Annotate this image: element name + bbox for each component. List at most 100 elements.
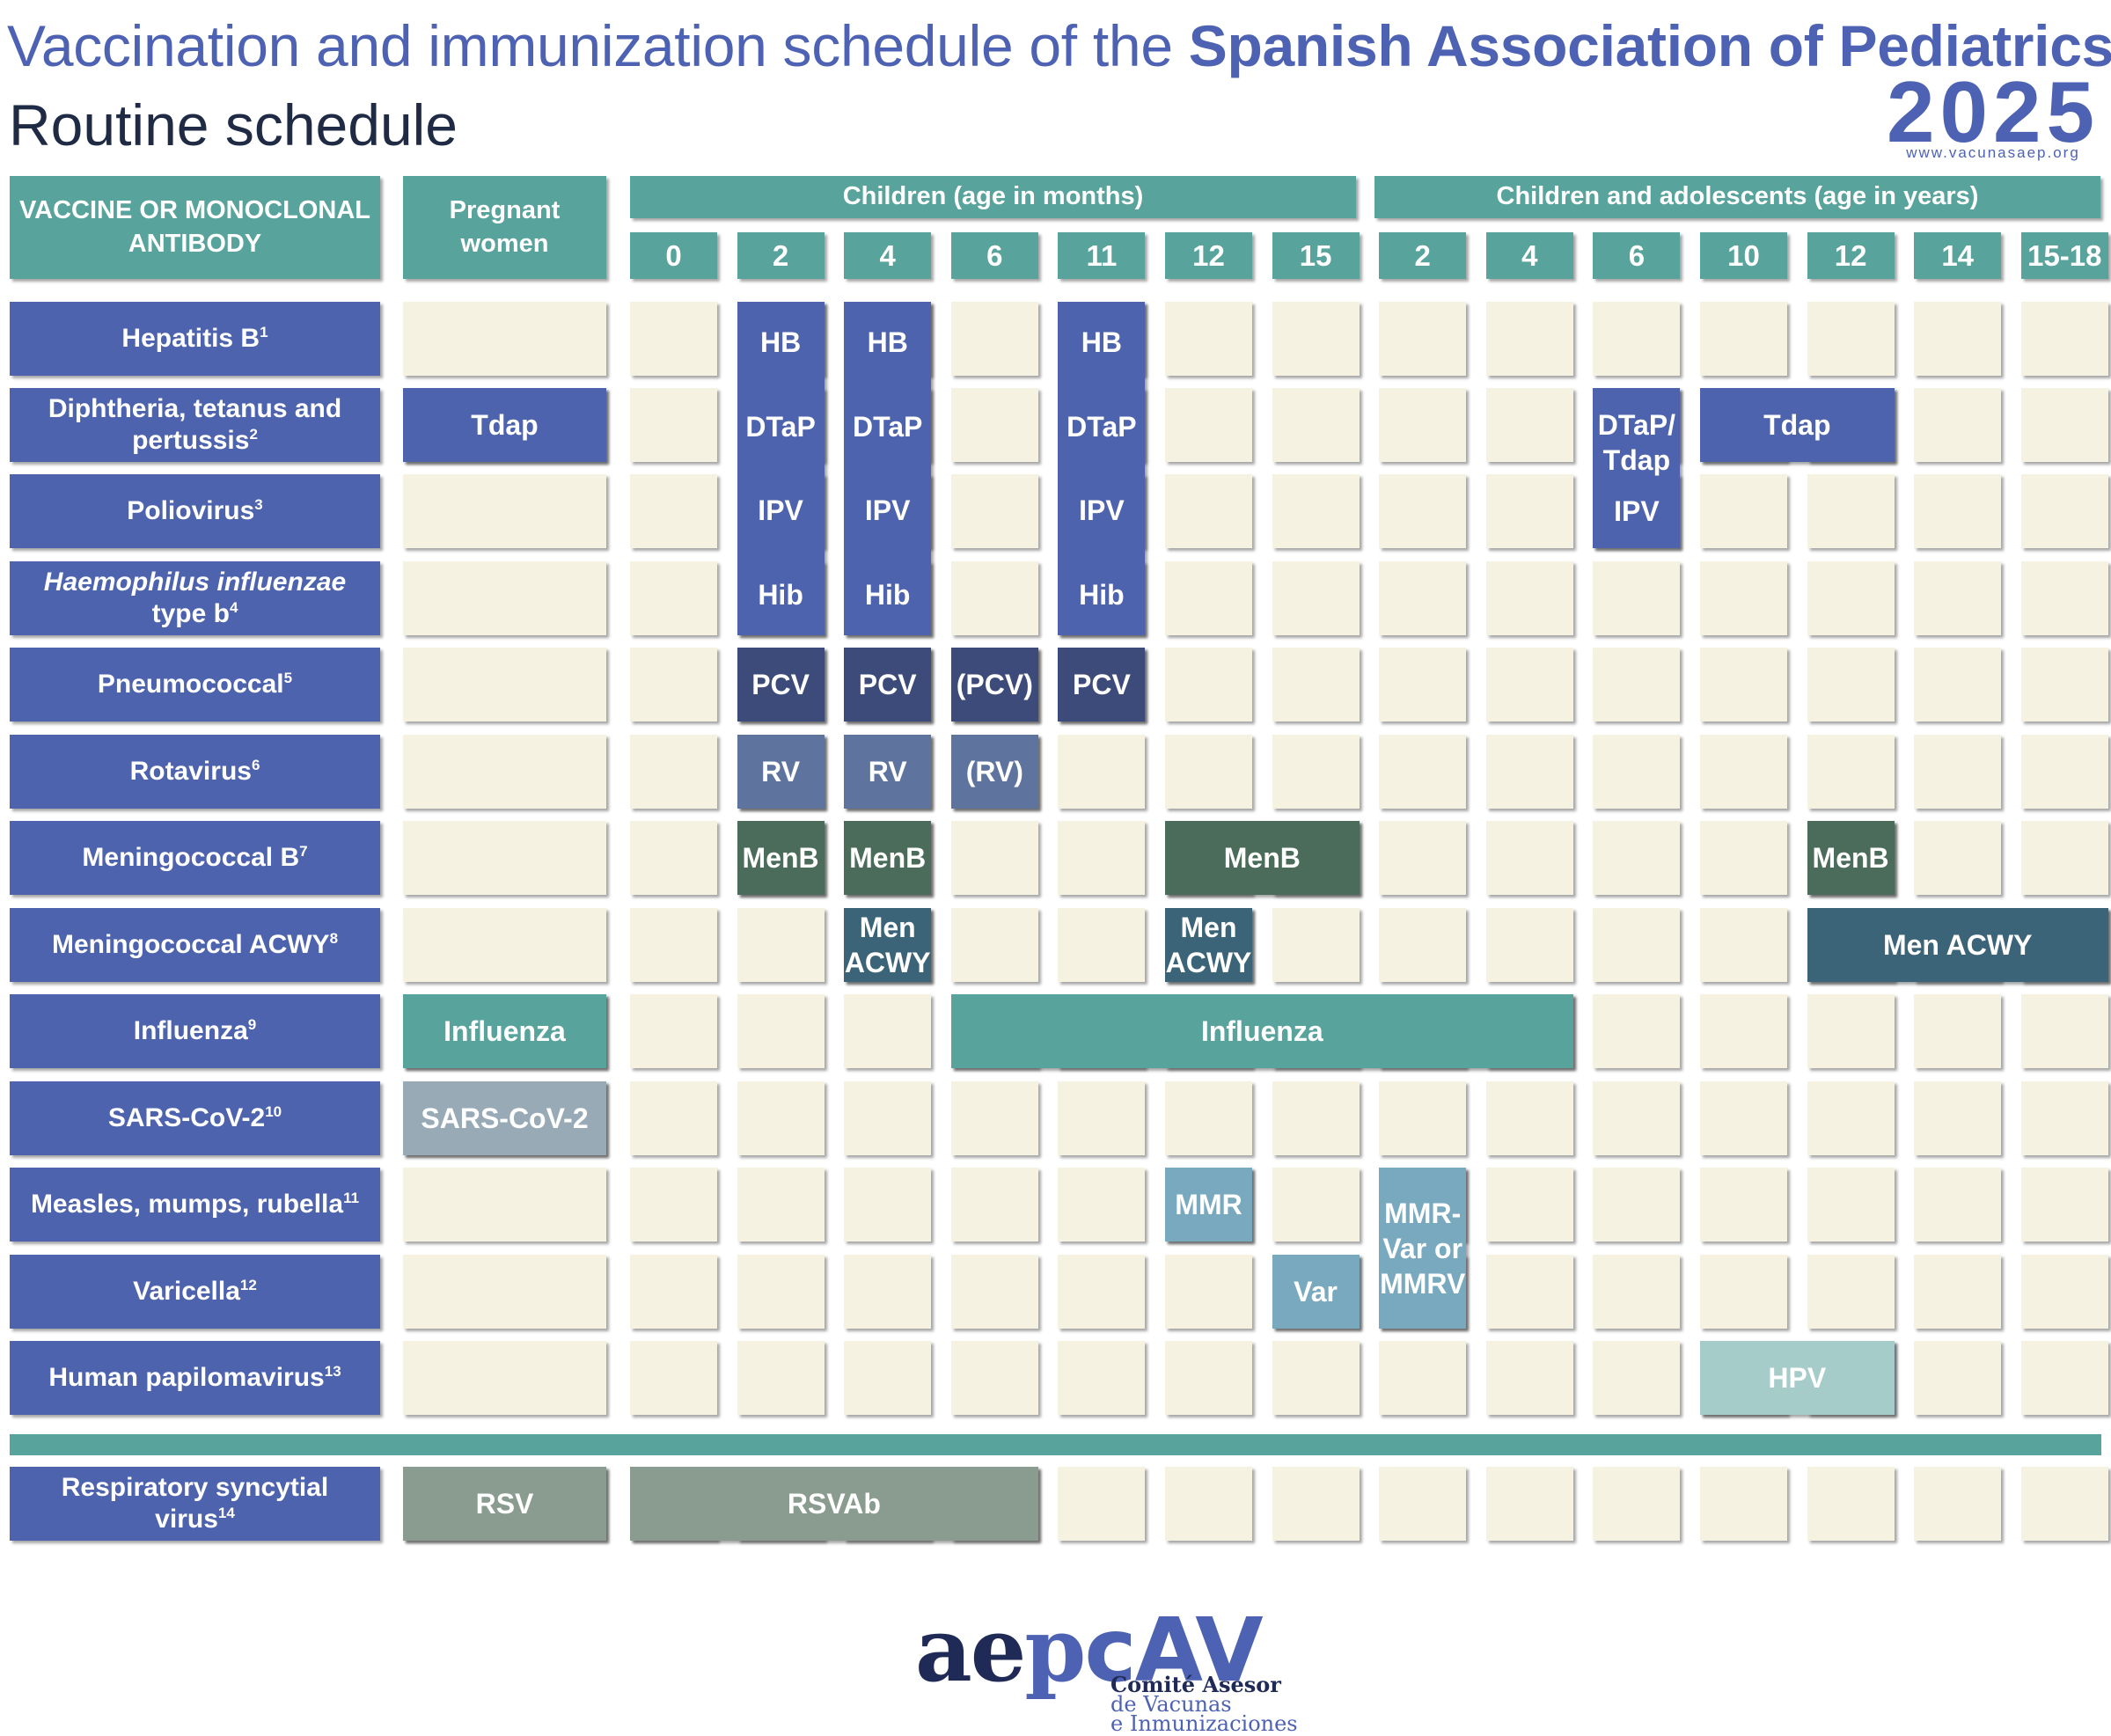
grid-cell-2-5 [1165, 474, 1252, 548]
logo-line3: e Inmunizaciones [1110, 1711, 1298, 1736]
pcv-4m: PCV [844, 648, 932, 722]
grid-cell-7-4 [1058, 908, 1146, 982]
grid-cell-10-2 [844, 1168, 932, 1242]
hexavalent-11m: HB DTaP IPV Hib [1058, 302, 1146, 635]
grid-cell-0-9 [1593, 302, 1681, 376]
pcv-2m: PCV [737, 648, 825, 722]
age-header-4: 11 [1058, 232, 1146, 279]
rv-2m: RV [737, 735, 825, 809]
grid-cell-0-6 [1272, 302, 1360, 376]
grid-cell-0-12 [1914, 302, 2002, 376]
age-header-8: 4 [1485, 232, 1573, 279]
grid-cell-3-12 [1914, 561, 2002, 635]
row-label-6: Meningococcal B7 [10, 821, 380, 895]
grid-cell-6-13 [2020, 821, 2108, 895]
grid-cell-10-11 [1807, 1168, 1895, 1242]
grid-cell-1-13 [2020, 388, 2108, 462]
grid-cell-11-4 [1058, 1255, 1146, 1329]
grid-cell-2-3 [950, 474, 1038, 548]
grid-cell-10-6 [1272, 1168, 1360, 1242]
grid-cell-3-7 [1379, 561, 1467, 635]
age-header-7: 2 [1379, 232, 1467, 279]
grid-cell-6-9 [1593, 821, 1681, 895]
age-header-2: 4 [844, 232, 932, 279]
grid-cell-8-13 [2020, 994, 2108, 1068]
grid-cell-3-8 [1485, 561, 1573, 635]
row-label-1: Diphtheria, tetanus and pertussis2 [10, 388, 380, 462]
grid-cell-2-13 [2020, 474, 2108, 548]
grid-cell-9-10 [1700, 1081, 1787, 1155]
grid-cell-9-0 [630, 1081, 717, 1155]
grid-cell-5-11 [1807, 735, 1895, 809]
grid-cell-11-8 [1485, 1255, 1573, 1329]
pcv-11m: PCV [1058, 648, 1146, 722]
grid-cell-13-5 [1165, 1467, 1252, 1541]
grid-cell-4-8 [1485, 648, 1573, 722]
page-subtitle: Routine schedule [9, 92, 458, 157]
grid-cell-10-12 [1914, 1168, 2002, 1242]
grid-cell-3-9 [1593, 561, 1681, 635]
schedule-year: 2025 [1886, 63, 2100, 160]
grid-cell-pregnant-2 [403, 474, 606, 548]
grid-cell-9-3 [950, 1081, 1038, 1155]
grid-cell-4-11 [1807, 648, 1895, 722]
grid-cell-12-12 [1914, 1341, 2002, 1415]
grid-cell-12-5 [1165, 1341, 1252, 1415]
grid-cell-12-2 [844, 1341, 932, 1415]
tdap-adolescent: Tdap [1700, 388, 1895, 462]
vaccine-column-header: VACCINE OR MONOCLONAL ANTIBODY [10, 176, 380, 279]
grid-cell-0-5 [1165, 302, 1252, 376]
logo-line2: de Vacunas [1110, 1692, 1232, 1717]
logo-line1: Comité Asesor [1110, 1672, 1281, 1697]
grid-cell-11-5 [1165, 1255, 1252, 1329]
grid-cell-2-12 [1914, 474, 2002, 548]
grid-cell-7-3 [950, 908, 1038, 982]
grid-cell-13-7 [1379, 1467, 1467, 1541]
pcv-6m-optional: (PCV) [950, 648, 1038, 722]
grid-cell-5-13 [2020, 735, 2108, 809]
title-org: Spanish Association of Pediatrics [1188, 13, 2111, 78]
title-prefix: Vaccination and immunization schedule of… [7, 13, 1189, 78]
grid-cell-9-13 [2020, 1081, 2108, 1155]
grid-cell-2-8 [1485, 474, 1573, 548]
row-label-13: Respiratory syncytial virus14 [10, 1467, 380, 1541]
grid-cell-10-10 [1700, 1168, 1787, 1242]
row-label-8: Influenza9 [10, 994, 380, 1068]
grid-cell-1-5 [1165, 388, 1252, 462]
grid-cell-12-9 [1593, 1341, 1681, 1415]
website-url[interactable]: www.vacunasaep.org [1906, 144, 2080, 161]
row-label-2: Poliovirus3 [10, 474, 380, 548]
grid-cell-0-8 [1485, 302, 1573, 376]
grid-cell-2-0 [630, 474, 717, 548]
hb-label: HB [759, 326, 802, 358]
age-header-10: 10 [1700, 232, 1787, 279]
sarscov2-pregnant: SARS-CoV-2 [403, 1081, 606, 1155]
grid-cell-11-12 [1914, 1255, 2002, 1329]
grid-cell-12-4 [1058, 1341, 1146, 1415]
grid-cell-11-2 [844, 1255, 932, 1329]
grid-cell-5-12 [1914, 735, 2002, 809]
dtap-tdap-label: DTaP/ Tdap [1597, 409, 1676, 476]
pregnant-column-header: Pregnant women [403, 176, 606, 279]
men-acwy-4m: Men ACWY [844, 908, 932, 982]
grid-cell-8-0 [630, 994, 717, 1068]
grid-cell-0-13 [2020, 302, 2108, 376]
grid-cell-11-1 [737, 1255, 825, 1329]
grid-cell-12-0 [630, 1341, 717, 1415]
grid-cell-5-7 [1379, 735, 1467, 809]
grid-cell-9-7 [1379, 1081, 1467, 1155]
page-title: Vaccination and immunization schedule of… [7, 12, 2111, 79]
grid-cell-9-2 [844, 1081, 932, 1155]
influenza-children: Influenza [950, 994, 1573, 1068]
dtap-tdap-ipv-6y: DTaP/ Tdap IPV [1593, 388, 1681, 548]
var-15m: Var [1272, 1255, 1360, 1329]
grid-cell-10-1 [737, 1168, 825, 1242]
row-label-12: Human papilomavirus13 [10, 1341, 380, 1415]
grid-cell-8-2 [844, 994, 932, 1068]
grid-cell-4-9 [1593, 648, 1681, 722]
grid-cell-9-11 [1807, 1081, 1895, 1155]
grid-cell-1-6 [1272, 388, 1360, 462]
row-label-4: Pneumococcal5 [10, 648, 380, 722]
grid-cell-pregnant-4 [403, 648, 606, 722]
grid-cell-3-5 [1165, 561, 1252, 635]
